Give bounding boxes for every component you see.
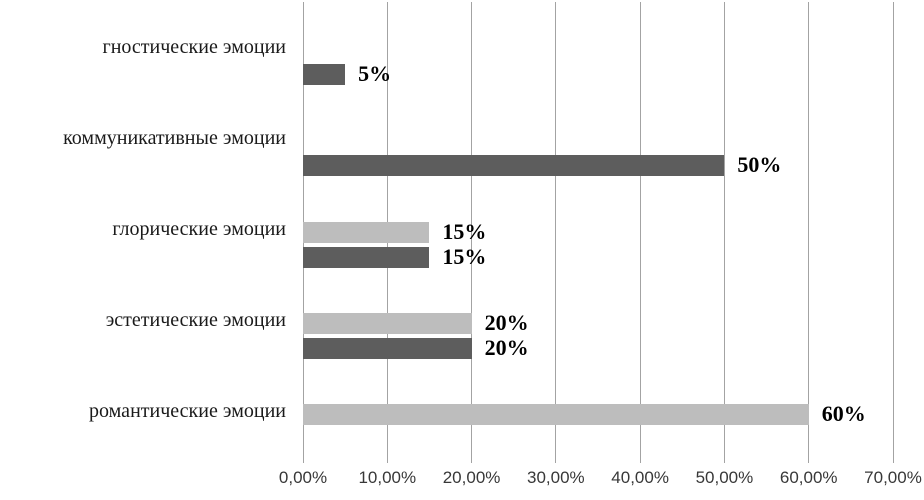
category-label: гностические эмоции: [102, 35, 286, 58]
bar-value-label: 60%: [821, 401, 866, 427]
bar-value-label: 15%: [442, 219, 487, 244]
bar: [303, 246, 430, 268]
bar-value-label: 50%: [737, 152, 782, 178]
bar: [303, 313, 472, 335]
x-axis-tick-label: 30,00%: [527, 468, 585, 487]
gridline: [639, 2, 641, 463]
x-axis-tick-label: 50,00%: [695, 468, 754, 487]
bar-value-label: 20%: [484, 310, 529, 336]
category-label: эстетические эмоции: [105, 309, 286, 332]
gridline: [471, 2, 473, 463]
x-axis-tick-label: 60,00%: [779, 468, 838, 487]
category-label: глорические эмоции: [112, 218, 286, 240]
category-label: коммуникативные эмоции: [63, 126, 286, 149]
x-axis-tick-label: 70,00%: [864, 468, 922, 487]
bar: [303, 337, 472, 359]
bar: [303, 155, 725, 177]
x-axis-tick-label: 10,00%: [358, 468, 417, 487]
bar: [303, 64, 346, 86]
gridline: [723, 2, 725, 463]
bar: [303, 404, 809, 426]
x-axis-tick-label: 0,00%: [278, 468, 328, 487]
x-axis-tick-label: 20,00%: [442, 468, 501, 487]
gridline: [892, 2, 894, 463]
gridline: [808, 2, 810, 463]
bar-value-label: 5%: [358, 61, 392, 87]
bar-value-label: 15%: [442, 243, 487, 269]
bar: [303, 222, 430, 243]
gridline: [555, 2, 557, 463]
category-label: романтические эмоции: [89, 400, 286, 423]
bar-value-label: 20%: [484, 334, 529, 360]
x-axis-tick-label: 40,00%: [611, 468, 669, 487]
